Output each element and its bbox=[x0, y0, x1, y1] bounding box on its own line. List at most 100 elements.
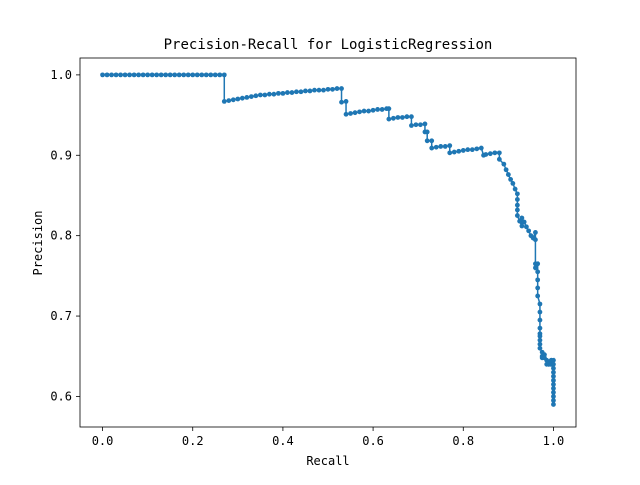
pr-curve-point bbox=[510, 181, 516, 186]
pr-curve-point bbox=[303, 88, 308, 94]
pr-curve-point bbox=[551, 398, 556, 403]
axes-frame bbox=[79, 57, 577, 428]
pr-curve-point bbox=[386, 116, 392, 122]
pr-curve-point bbox=[185, 72, 191, 78]
pr-curve-point bbox=[366, 108, 371, 114]
chart-title: Precision-Recall for LogisticRegression bbox=[164, 37, 493, 53]
pr-curve-point bbox=[312, 87, 317, 93]
pr-curve-point bbox=[262, 92, 268, 98]
pr-curve-point bbox=[537, 333, 543, 339]
pr-curve-point bbox=[181, 72, 187, 78]
pr-curve-point bbox=[395, 115, 401, 120]
pr-curve-point bbox=[163, 72, 169, 78]
pr-curve-point bbox=[379, 107, 385, 112]
x-axis-label: Recall bbox=[306, 454, 349, 468]
pr-curve-point bbox=[533, 265, 538, 271]
pr-curve-point bbox=[514, 207, 520, 213]
pr-curve-point bbox=[375, 107, 380, 112]
pr-curve-point bbox=[487, 151, 493, 157]
pr-curve-point bbox=[221, 99, 227, 104]
x-tick-label: 0.8 bbox=[452, 434, 474, 448]
pr-curve-point bbox=[551, 381, 556, 387]
pr-curve-point bbox=[551, 361, 556, 367]
pr-curve-point bbox=[409, 114, 414, 120]
pr-curve-point bbox=[478, 145, 484, 151]
pr-curve-point bbox=[535, 261, 541, 267]
pr-curve-point bbox=[194, 72, 200, 78]
pr-curve-point bbox=[503, 167, 509, 173]
pr-curve-point bbox=[551, 369, 556, 375]
pr-curve-point bbox=[514, 202, 520, 208]
y-tick-label: 0.9 bbox=[50, 148, 72, 162]
pr-curve-point bbox=[289, 90, 295, 95]
pr-curve-point bbox=[429, 138, 435, 144]
pr-curve-point bbox=[492, 150, 498, 156]
pr-curve-point bbox=[526, 228, 532, 234]
pr-curve-point bbox=[212, 72, 218, 78]
pr-curve-point bbox=[131, 72, 137, 78]
pr-curve-point bbox=[469, 147, 475, 153]
pr-curve-point bbox=[535, 285, 541, 291]
pr-curve-point bbox=[496, 150, 502, 156]
pr-curve-point bbox=[537, 345, 543, 351]
pr-curve-point bbox=[307, 88, 313, 94]
pr-curve-point bbox=[158, 72, 164, 78]
pr-curve-point bbox=[140, 72, 146, 78]
pr-curve-point bbox=[226, 98, 232, 104]
x-tick-label: 1.0 bbox=[543, 434, 565, 448]
pr-curve-point bbox=[537, 325, 543, 331]
pr-curve-point bbox=[433, 144, 439, 150]
pr-curve-point bbox=[413, 122, 419, 128]
pr-curve-point bbox=[199, 72, 205, 78]
pr-curve-point bbox=[508, 176, 514, 182]
x-tick-label: 0.6 bbox=[362, 434, 384, 448]
pr-curve-point bbox=[298, 89, 304, 95]
pr-curve-point bbox=[533, 237, 538, 243]
pr-curve-point bbox=[551, 386, 556, 391]
y-tick-label: 0.6 bbox=[50, 389, 72, 403]
pr-curve-point bbox=[239, 95, 245, 101]
pr-curve-point bbox=[501, 161, 507, 167]
x-tick-label: 0.4 bbox=[272, 434, 294, 448]
pr-curve-point bbox=[524, 224, 529, 230]
y-axis-label: Precision bbox=[31, 210, 45, 275]
pr-curve-point bbox=[276, 90, 281, 96]
pr-curve-point bbox=[221, 72, 227, 78]
pr-curve-point bbox=[172, 72, 178, 78]
pr-curve-point bbox=[447, 143, 453, 149]
pr-curve-point bbox=[190, 72, 196, 78]
pr-curve-point bbox=[334, 86, 340, 91]
pr-curve-point bbox=[551, 390, 556, 395]
pr-curve-point bbox=[118, 72, 123, 78]
pr-curve-point bbox=[514, 213, 520, 218]
pr-curve-point bbox=[122, 72, 128, 78]
pr-curve-point bbox=[537, 317, 543, 323]
pr-curve-point bbox=[483, 152, 489, 157]
pr-curve-point bbox=[339, 99, 344, 105]
pr-curve-point bbox=[451, 149, 457, 155]
pr-curve-point bbox=[390, 115, 396, 121]
pr-curve-point bbox=[339, 86, 344, 91]
y-tick-label: 0.8 bbox=[50, 229, 72, 243]
pr-curve-point bbox=[280, 90, 286, 96]
pr-curve-point bbox=[285, 90, 290, 95]
pr-curve-point bbox=[104, 72, 110, 78]
pr-curve-point bbox=[447, 150, 453, 156]
pr-curve-point bbox=[294, 89, 299, 95]
pr-curve-point bbox=[113, 72, 119, 78]
pr-curve-point bbox=[343, 111, 349, 117]
pr-curve-point bbox=[537, 309, 543, 315]
pr-curve-point bbox=[136, 72, 142, 78]
pr-curve-point bbox=[474, 146, 480, 152]
pr-curve-point bbox=[424, 138, 430, 144]
pr-curve-point bbox=[253, 93, 259, 99]
pr-curve-point bbox=[361, 108, 367, 114]
pr-curve-point bbox=[235, 96, 241, 102]
pr-curve-point bbox=[154, 72, 160, 78]
pr-curve-point bbox=[321, 87, 326, 93]
pr-curve-point bbox=[456, 148, 462, 154]
pr-curve-point bbox=[535, 293, 541, 299]
